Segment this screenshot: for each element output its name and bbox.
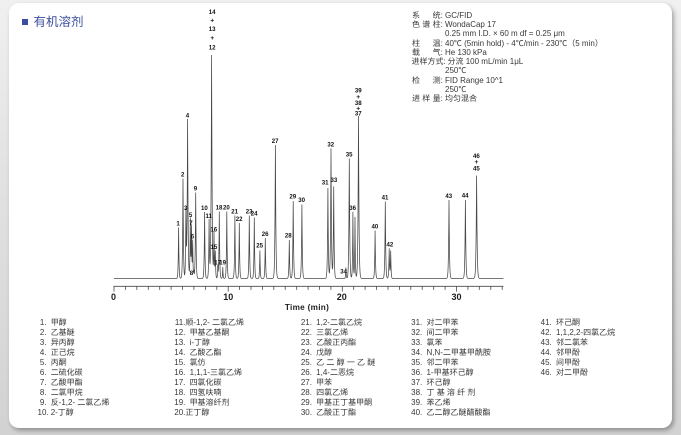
svg-text:20: 20 xyxy=(223,204,230,211)
svg-text:21: 21 xyxy=(231,208,238,215)
svg-text:9: 9 xyxy=(194,185,198,192)
svg-text:29: 29 xyxy=(289,194,296,201)
svg-text:38: 38 xyxy=(355,100,362,107)
svg-text:+: + xyxy=(356,105,360,112)
svg-text:32: 32 xyxy=(327,141,334,148)
svg-text:36: 36 xyxy=(349,205,356,212)
svg-text:26: 26 xyxy=(262,231,269,238)
svg-text:+: + xyxy=(210,17,214,24)
svg-text:11: 11 xyxy=(205,213,212,220)
svg-text:0: 0 xyxy=(111,292,116,302)
svg-text:28: 28 xyxy=(285,233,292,240)
svg-text:44: 44 xyxy=(462,193,469,200)
svg-text:45: 45 xyxy=(473,166,480,173)
svg-text:5: 5 xyxy=(189,212,193,219)
svg-text:17: 17 xyxy=(214,259,221,266)
svg-text:40: 40 xyxy=(372,224,379,231)
svg-text:10: 10 xyxy=(201,205,208,212)
svg-text:39: 39 xyxy=(355,88,362,95)
svg-text:31: 31 xyxy=(322,180,329,187)
svg-text:+: + xyxy=(210,35,214,42)
svg-text:23: 23 xyxy=(246,208,253,215)
svg-text:22: 22 xyxy=(236,216,243,223)
svg-text:46: 46 xyxy=(473,153,480,160)
svg-text:16: 16 xyxy=(210,226,217,233)
svg-text:14: 14 xyxy=(209,9,216,16)
svg-text:2: 2 xyxy=(181,171,185,178)
svg-text:+: + xyxy=(356,94,360,101)
svg-text:1: 1 xyxy=(176,220,180,227)
svg-text:35: 35 xyxy=(346,151,353,158)
svg-text:3: 3 xyxy=(184,205,188,212)
svg-text:10: 10 xyxy=(223,292,233,302)
svg-text:20: 20 xyxy=(337,292,347,302)
svg-text:Time (min): Time (min) xyxy=(285,303,329,312)
svg-text:7: 7 xyxy=(189,220,193,227)
svg-text:27: 27 xyxy=(272,138,279,145)
svg-text:37: 37 xyxy=(355,110,362,117)
svg-text:12: 12 xyxy=(209,44,216,51)
svg-text:8: 8 xyxy=(190,270,194,277)
svg-text:25: 25 xyxy=(256,242,263,249)
svg-text:30: 30 xyxy=(298,197,305,204)
svg-text:34: 34 xyxy=(340,269,347,276)
svg-text:13: 13 xyxy=(209,26,216,33)
svg-text:18: 18 xyxy=(216,204,223,211)
svg-text:15: 15 xyxy=(211,244,218,251)
svg-text:4: 4 xyxy=(186,112,190,119)
svg-text:6: 6 xyxy=(191,233,195,240)
svg-text:24: 24 xyxy=(251,210,258,217)
svg-text:41: 41 xyxy=(382,194,389,201)
svg-text:+: + xyxy=(474,159,478,166)
svg-text:43: 43 xyxy=(445,193,452,200)
svg-text:33: 33 xyxy=(331,177,338,184)
svg-text:19: 19 xyxy=(219,259,226,266)
svg-text:42: 42 xyxy=(387,241,394,248)
svg-text:30: 30 xyxy=(451,292,461,302)
